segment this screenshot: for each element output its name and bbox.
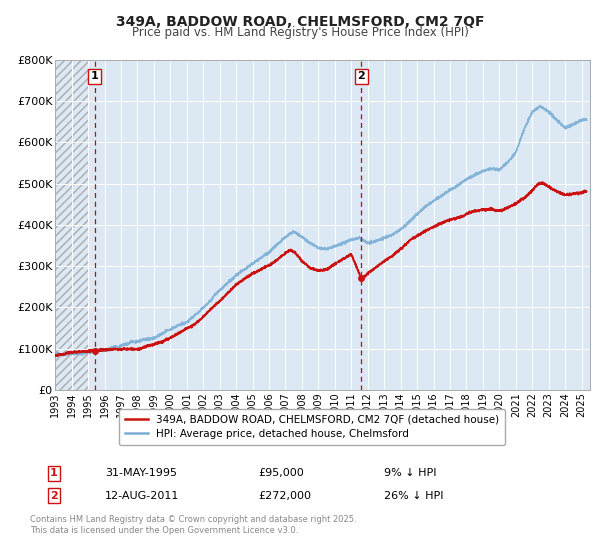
Text: Contains HM Land Registry data © Crown copyright and database right 2025.: Contains HM Land Registry data © Crown c… <box>30 515 356 524</box>
Text: 31-MAY-1995: 31-MAY-1995 <box>105 468 177 478</box>
Text: 9% ↓ HPI: 9% ↓ HPI <box>384 468 437 478</box>
Text: 2: 2 <box>50 491 58 501</box>
Text: 349A, BADDOW ROAD, CHELMSFORD, CM2 7QF: 349A, BADDOW ROAD, CHELMSFORD, CM2 7QF <box>116 15 484 29</box>
Text: £95,000: £95,000 <box>258 468 304 478</box>
Text: Price paid vs. HM Land Registry's House Price Index (HPI): Price paid vs. HM Land Registry's House … <box>131 26 469 39</box>
Text: 2: 2 <box>358 72 365 81</box>
Text: 26% ↓ HPI: 26% ↓ HPI <box>384 491 443 501</box>
Text: 12-AUG-2011: 12-AUG-2011 <box>105 491 179 501</box>
Bar <box>55 60 88 390</box>
Text: 1: 1 <box>91 72 99 81</box>
Text: £272,000: £272,000 <box>258 491 311 501</box>
Legend: 349A, BADDOW ROAD, CHELMSFORD, CM2 7QF (detached house), HPI: Average price, det: 349A, BADDOW ROAD, CHELMSFORD, CM2 7QF (… <box>119 409 505 445</box>
Text: 1: 1 <box>50 468 58 478</box>
Text: This data is licensed under the Open Government Licence v3.0.: This data is licensed under the Open Gov… <box>30 526 298 535</box>
